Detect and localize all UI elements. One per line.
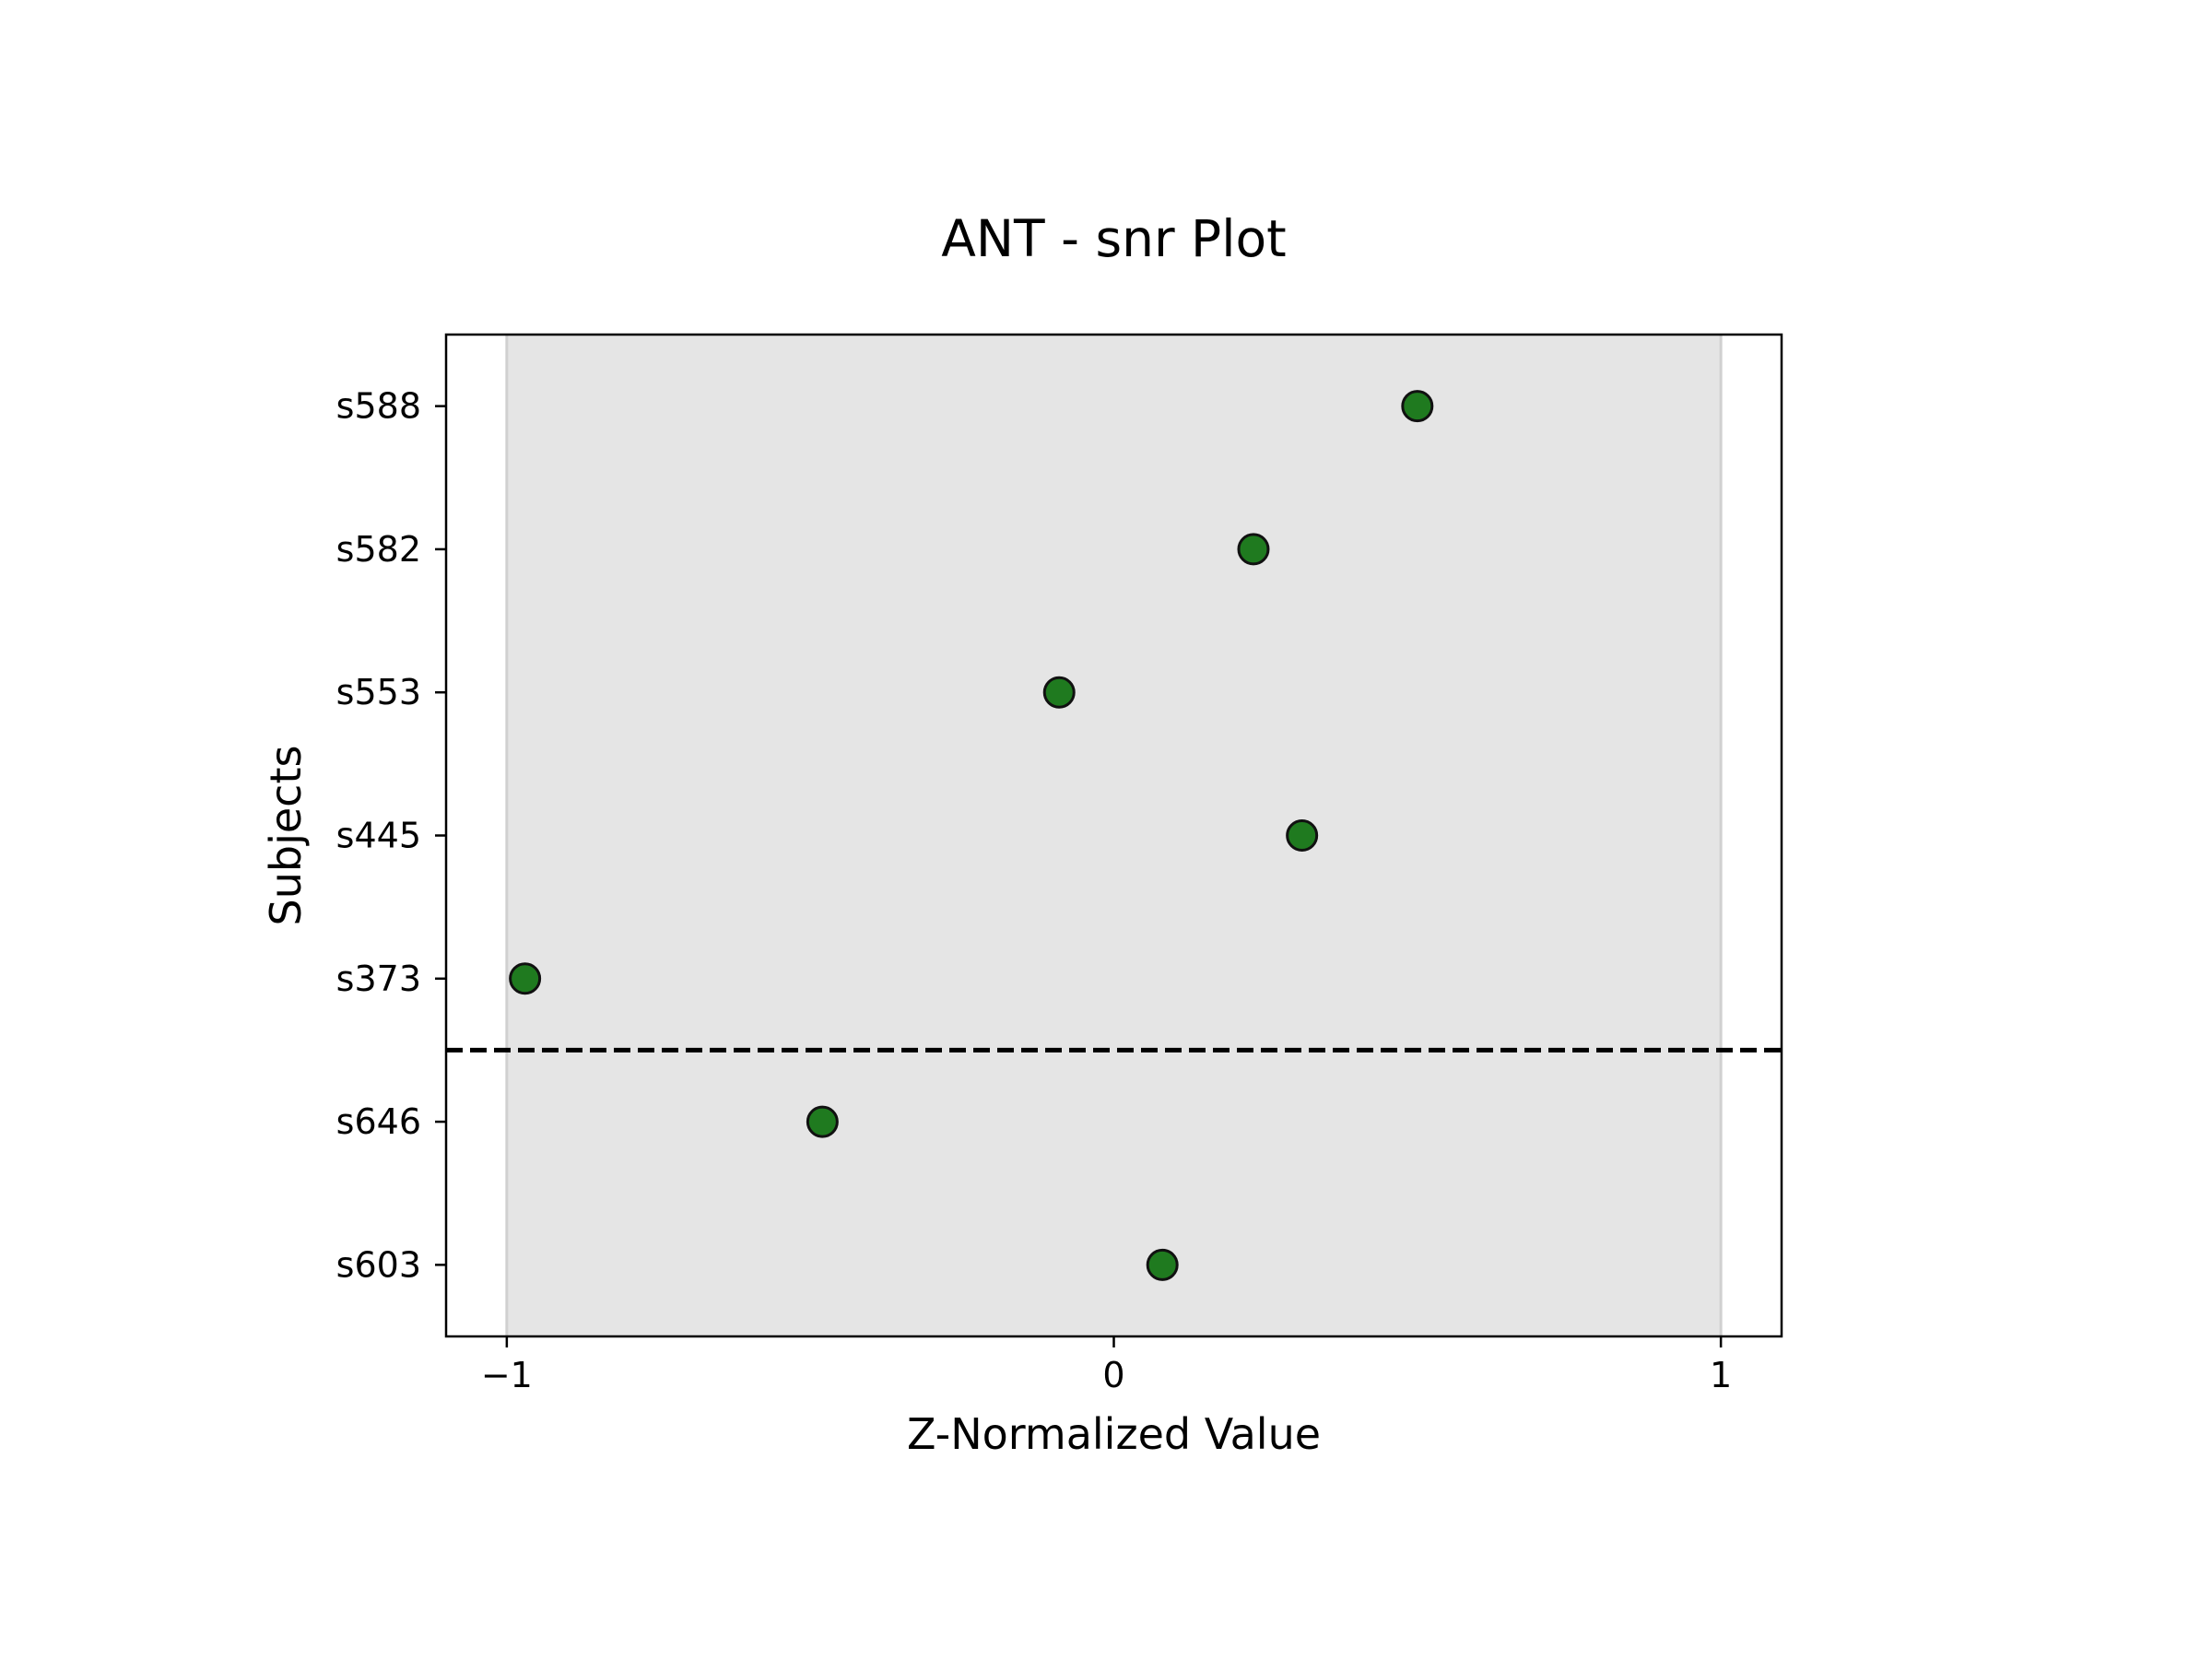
data-point-s646 — [806, 1105, 839, 1138]
y-axis-label: Subjects — [261, 746, 311, 926]
y-tick-label: s373 — [336, 959, 421, 999]
y-axis-ticks: s588 s582 s553 s445 s373 s646 s603 — [336, 386, 446, 1285]
normal-range-band — [506, 335, 1722, 1336]
data-point-s603 — [1146, 1248, 1179, 1281]
y-tick-label: s445 — [336, 816, 421, 856]
data-point-s588 — [1401, 390, 1434, 423]
data-point-s582 — [1237, 533, 1270, 566]
data-points — [509, 390, 1434, 1281]
y-tick-label: s582 — [336, 529, 421, 570]
x-tick-label: 1 — [1710, 1355, 1732, 1395]
x-tick-label: −1 — [481, 1355, 533, 1395]
x-axis-ticks: −1 0 1 — [481, 1336, 1732, 1395]
plot-frame — [444, 333, 1783, 1338]
data-point-s553 — [1042, 676, 1076, 709]
chart-title: ANT - snr Plot — [941, 209, 1286, 268]
data-point-s445 — [1286, 819, 1319, 852]
x-axis-label: Z-Normalized Value — [907, 1409, 1321, 1459]
x-tick-label: 0 — [1102, 1355, 1124, 1395]
y-tick-label: s646 — [336, 1101, 421, 1142]
y-tick-label: s603 — [336, 1244, 421, 1285]
y-tick-label: s588 — [336, 386, 421, 427]
data-point-s373 — [509, 962, 542, 995]
y-tick-label: s553 — [336, 672, 421, 712]
